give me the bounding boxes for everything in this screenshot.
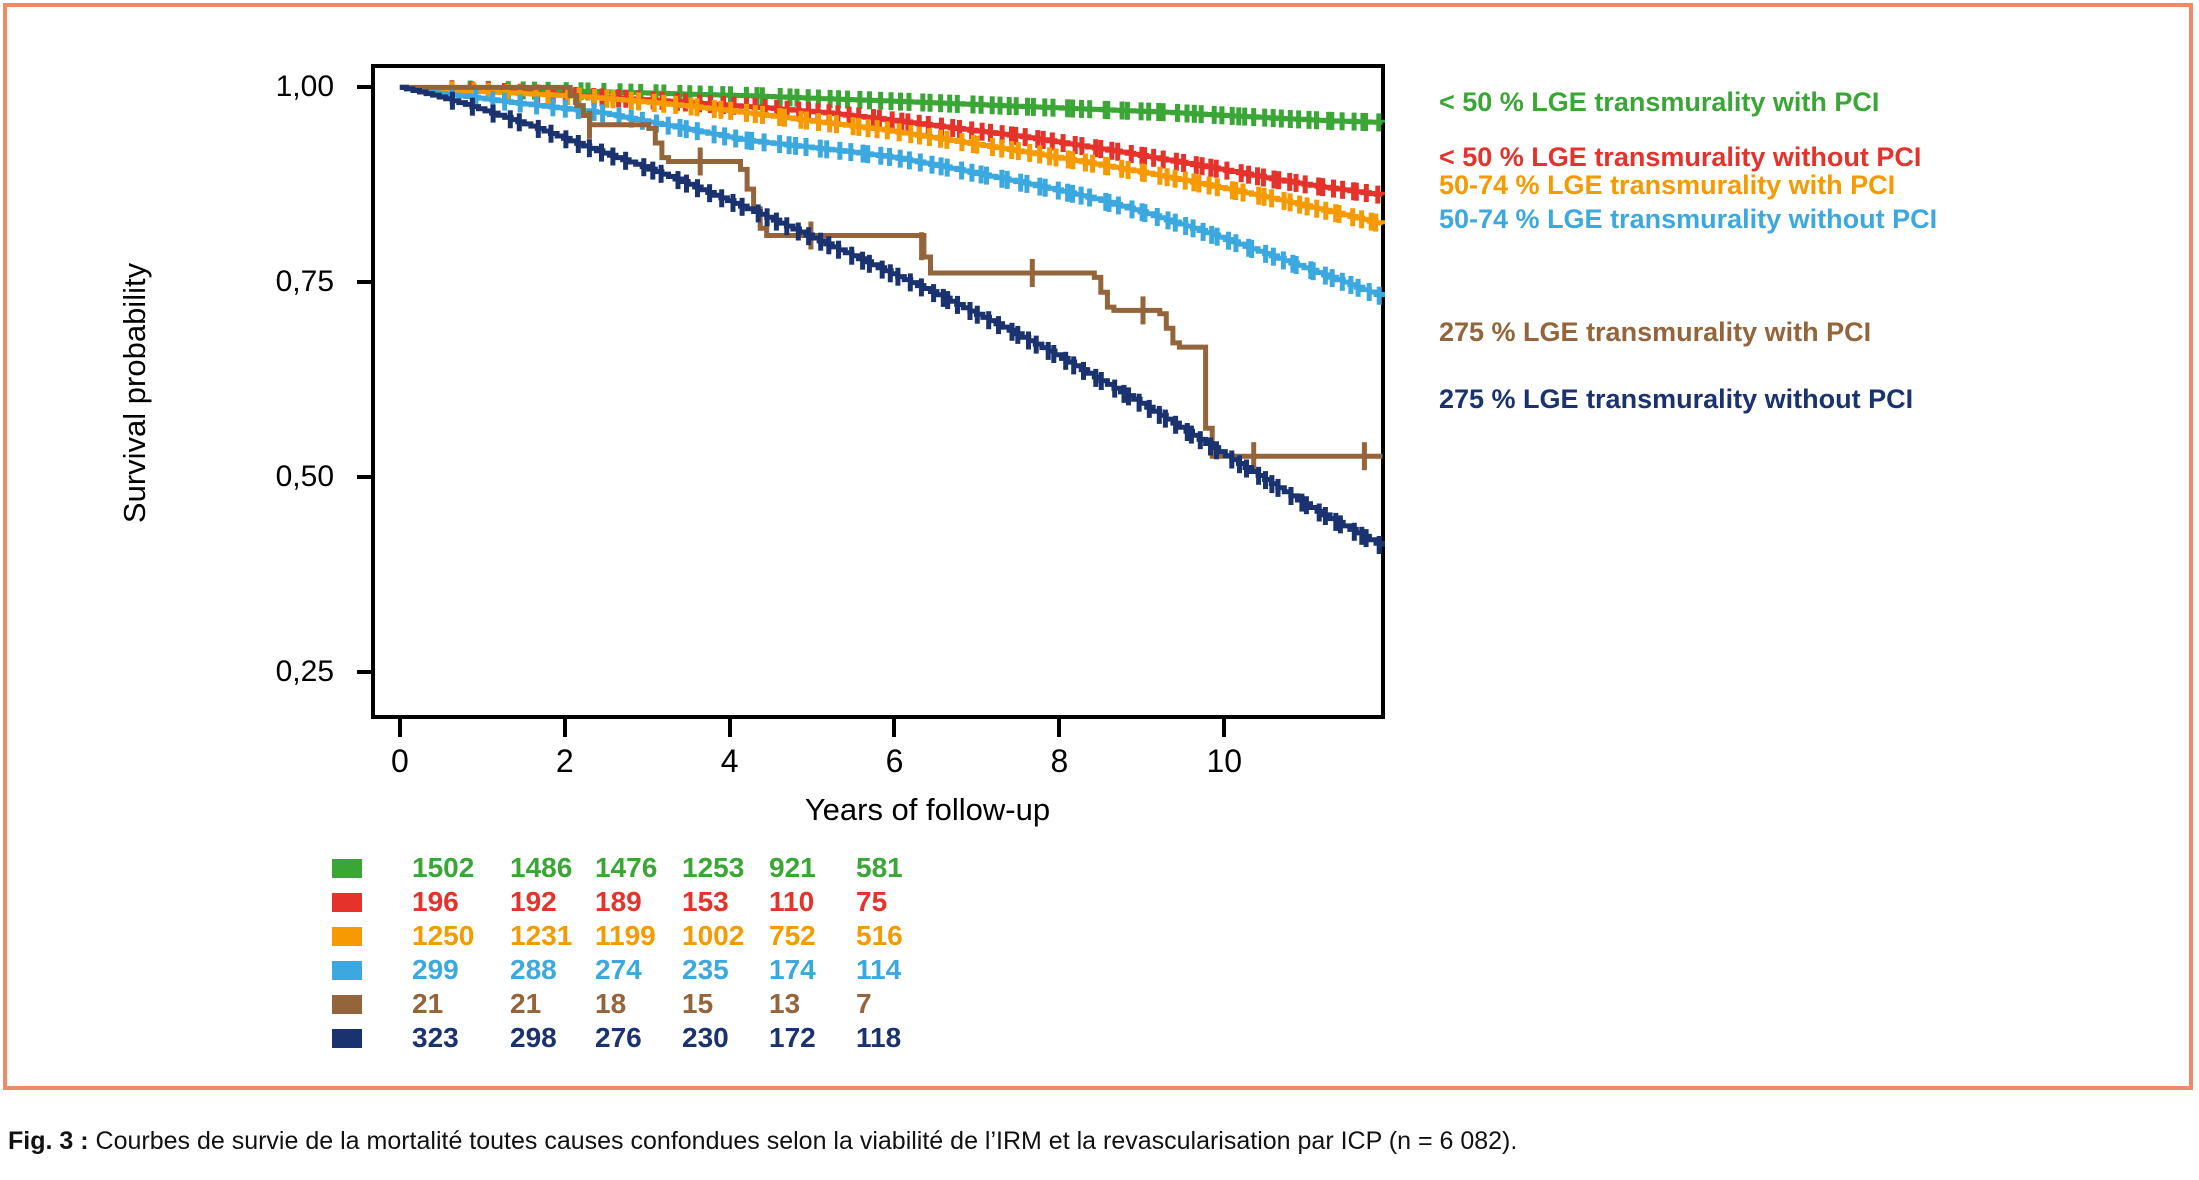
y-tick-mark <box>357 85 371 90</box>
risk-table-cell: 516 <box>856 920 903 951</box>
x-tick-mark <box>1057 719 1062 737</box>
risk-table-cell: 1199 <box>595 920 656 951</box>
risk-table-cell: 298 <box>510 1022 557 1053</box>
figure-border: 1,00 0,75 0,50 0,25 Survival probability 0 2… <box>3 3 2193 1090</box>
x-tick-label: 2 <box>555 743 574 779</box>
risk-table-cell: 230 <box>682 1022 729 1053</box>
risk-table-cell: 1002 <box>682 920 745 951</box>
risk-table-cell: 1253 <box>682 852 745 883</box>
x-tick-label: 4 <box>720 743 739 779</box>
x-tick-mark <box>892 719 897 737</box>
risk-table-cell: 235 <box>682 954 729 985</box>
survival-curve <box>399 84 1383 459</box>
y-tick-mark <box>357 475 371 480</box>
legend-swatch <box>332 927 362 946</box>
legend-swatch <box>332 995 362 1014</box>
legend-swatch <box>332 1029 362 1048</box>
x-tick-label: 0 <box>390 743 409 779</box>
legend-entry-5: 275 % LGE transmurality without PCI <box>1439 384 1914 414</box>
risk-table-cell: 118 <box>856 1022 902 1053</box>
survival-plot <box>371 64 1385 719</box>
x-tick-label: 8 <box>1050 743 1069 779</box>
risk-table-cell: 13 <box>769 988 801 1019</box>
risk-table-cell: 110 <box>769 886 815 917</box>
x-tick-label: 10 <box>1206 743 1243 779</box>
x-tick-mark <box>562 719 567 737</box>
risk-table-cell: 21 <box>412 988 444 1019</box>
y-tick-label: 0,75 <box>275 265 334 299</box>
x-tick-mark <box>1222 719 1227 737</box>
risk-table-cell: 1231 <box>510 920 573 951</box>
risk-table-cell: 299 <box>412 954 459 985</box>
x-tick-mark <box>727 719 732 737</box>
risk-table-cell: 1476 <box>595 852 658 883</box>
legend-swatch <box>332 893 362 912</box>
risk-table-cell: 1250 <box>412 920 475 951</box>
legend-swatch <box>332 859 362 878</box>
risk-table-cell: 1502 <box>412 852 475 883</box>
legend-swatch <box>332 961 362 980</box>
risk-table-cell: 288 <box>510 954 557 985</box>
risk-table-cell: 1486 <box>510 852 573 883</box>
risk-table-cell: 921 <box>769 852 816 883</box>
risk-table-cell: 7 <box>856 988 872 1019</box>
legend-entry-3: 50-74 % LGE transmurality without PCI <box>1439 204 1938 234</box>
risk-table-cell: 196 <box>412 886 459 917</box>
risk-table-cell: 172 <box>769 1022 816 1053</box>
risk-table-cell: 581 <box>856 852 903 883</box>
figure-caption-text: Courbes de survie de la mortalité toutes… <box>88 1127 1518 1155</box>
y-tick-mark <box>357 280 371 285</box>
legend-entry-2: 50-74 % LGE transmurality with PCI <box>1439 170 1896 200</box>
risk-table-cell: 15 <box>682 988 714 1019</box>
x-tick-mark <box>397 719 402 737</box>
risk-table-cell: 18 <box>595 988 627 1019</box>
x-axis-title: Years of follow-up <box>804 792 1051 827</box>
y-tick-label: 1,00 <box>275 70 334 104</box>
risk-table-cell: 276 <box>595 1022 642 1053</box>
y-axis-title: Survival probability <box>117 262 152 524</box>
risk-table-cell: 323 <box>412 1022 459 1053</box>
y-tick-mark <box>357 670 371 675</box>
figure-caption: Fig. 3 : Courbes de survie de la mortali… <box>8 1127 2188 1156</box>
risk-table-cell: 174 <box>769 954 816 985</box>
legend-entry-0: < 50 % LGE transmurality with PCI <box>1439 87 1880 117</box>
risk-table-cell: 192 <box>510 886 557 917</box>
figure-caption-label: Fig. 3 : <box>8 1127 89 1155</box>
risk-table-cell: 274 <box>595 954 642 985</box>
risk-table-cell: 75 <box>856 886 888 917</box>
legend-entry-1: < 50 % LGE transmurality without PCI <box>1439 142 1922 172</box>
risk-table-cell: 189 <box>595 886 642 917</box>
legend-entry-4: 275 % LGE transmurality with PCI <box>1439 317 1872 347</box>
x-tick-label: 6 <box>885 743 904 779</box>
kaplan-meier-curves <box>399 80 1385 554</box>
risk-table-cell: 114 <box>856 954 902 985</box>
risk-table-cell: 752 <box>769 920 816 951</box>
y-tick-label: 0,25 <box>275 655 334 689</box>
y-tick-label: 0,50 <box>275 460 334 494</box>
risk-table-cell: 153 <box>682 886 729 917</box>
risk-table-cell: 21 <box>510 988 542 1019</box>
